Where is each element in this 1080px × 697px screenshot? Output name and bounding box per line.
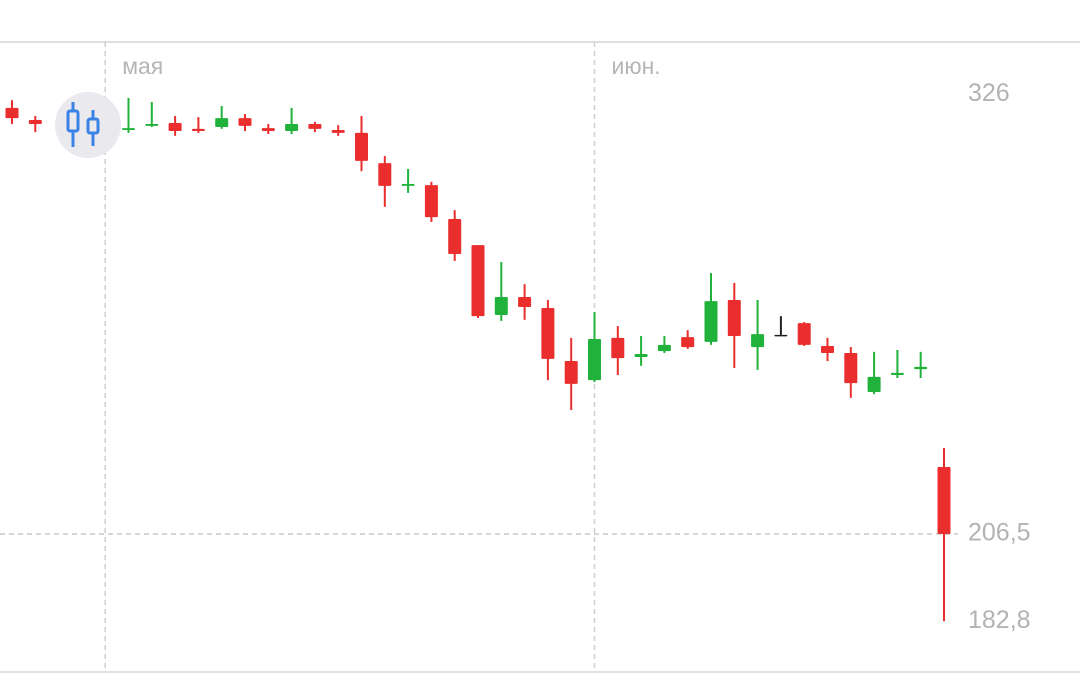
- candle-body: [331, 129, 345, 133]
- candle-body: [308, 124, 322, 129]
- icon-body: [86, 117, 100, 135]
- candles: [5, 97, 951, 622]
- candle-body: [122, 128, 135, 130]
- candle-body: [634, 354, 648, 357]
- candle-body: [751, 334, 765, 348]
- candle-body: [401, 184, 415, 186]
- candle-body: [704, 301, 718, 342]
- candle-body: [285, 124, 299, 132]
- candle-body: [937, 467, 951, 535]
- candle-body: [681, 337, 695, 348]
- candle-body: [657, 344, 671, 352]
- candle-body: [145, 124, 159, 126]
- chart-type-button[interactable]: [55, 92, 121, 158]
- candle-body: [494, 297, 508, 316]
- y-tick-label: 182,8: [968, 606, 1031, 634]
- candle-body: [261, 128, 275, 132]
- candle-body: [611, 337, 625, 359]
- candle-body: [471, 245, 485, 317]
- candle-body: [844, 352, 858, 384]
- candle-body: [448, 219, 462, 254]
- labels: 326 206,5 182,8 мая июн.: [122, 53, 1030, 634]
- y-tick-label: 206,5: [968, 519, 1031, 547]
- candle-body: [378, 163, 392, 186]
- candle-body: [541, 308, 555, 359]
- y-tick-label: 326: [968, 79, 1010, 107]
- candle-body: [774, 334, 788, 337]
- candle-body: [564, 361, 578, 384]
- x-tick-label: мая: [122, 53, 163, 79]
- candle-body: [355, 132, 368, 161]
- candle-body: [588, 338, 601, 381]
- candle-body: [914, 366, 928, 370]
- candle-body: [238, 118, 252, 126]
- x-tick-label: июн.: [612, 53, 661, 79]
- candle-body: [797, 323, 811, 345]
- candle-body: [518, 297, 532, 307]
- candle-body: [5, 107, 19, 119]
- candle-body: [867, 376, 881, 392]
- candle-body: [727, 299, 741, 337]
- candle-body: [168, 122, 182, 132]
- candle-body: [424, 185, 438, 218]
- candle-body: [28, 120, 42, 125]
- icon-body: [66, 109, 80, 133]
- candle-body: [191, 128, 205, 132]
- candle-body: [821, 345, 834, 353]
- candle-body: [890, 372, 904, 376]
- candle-body: [215, 118, 229, 128]
